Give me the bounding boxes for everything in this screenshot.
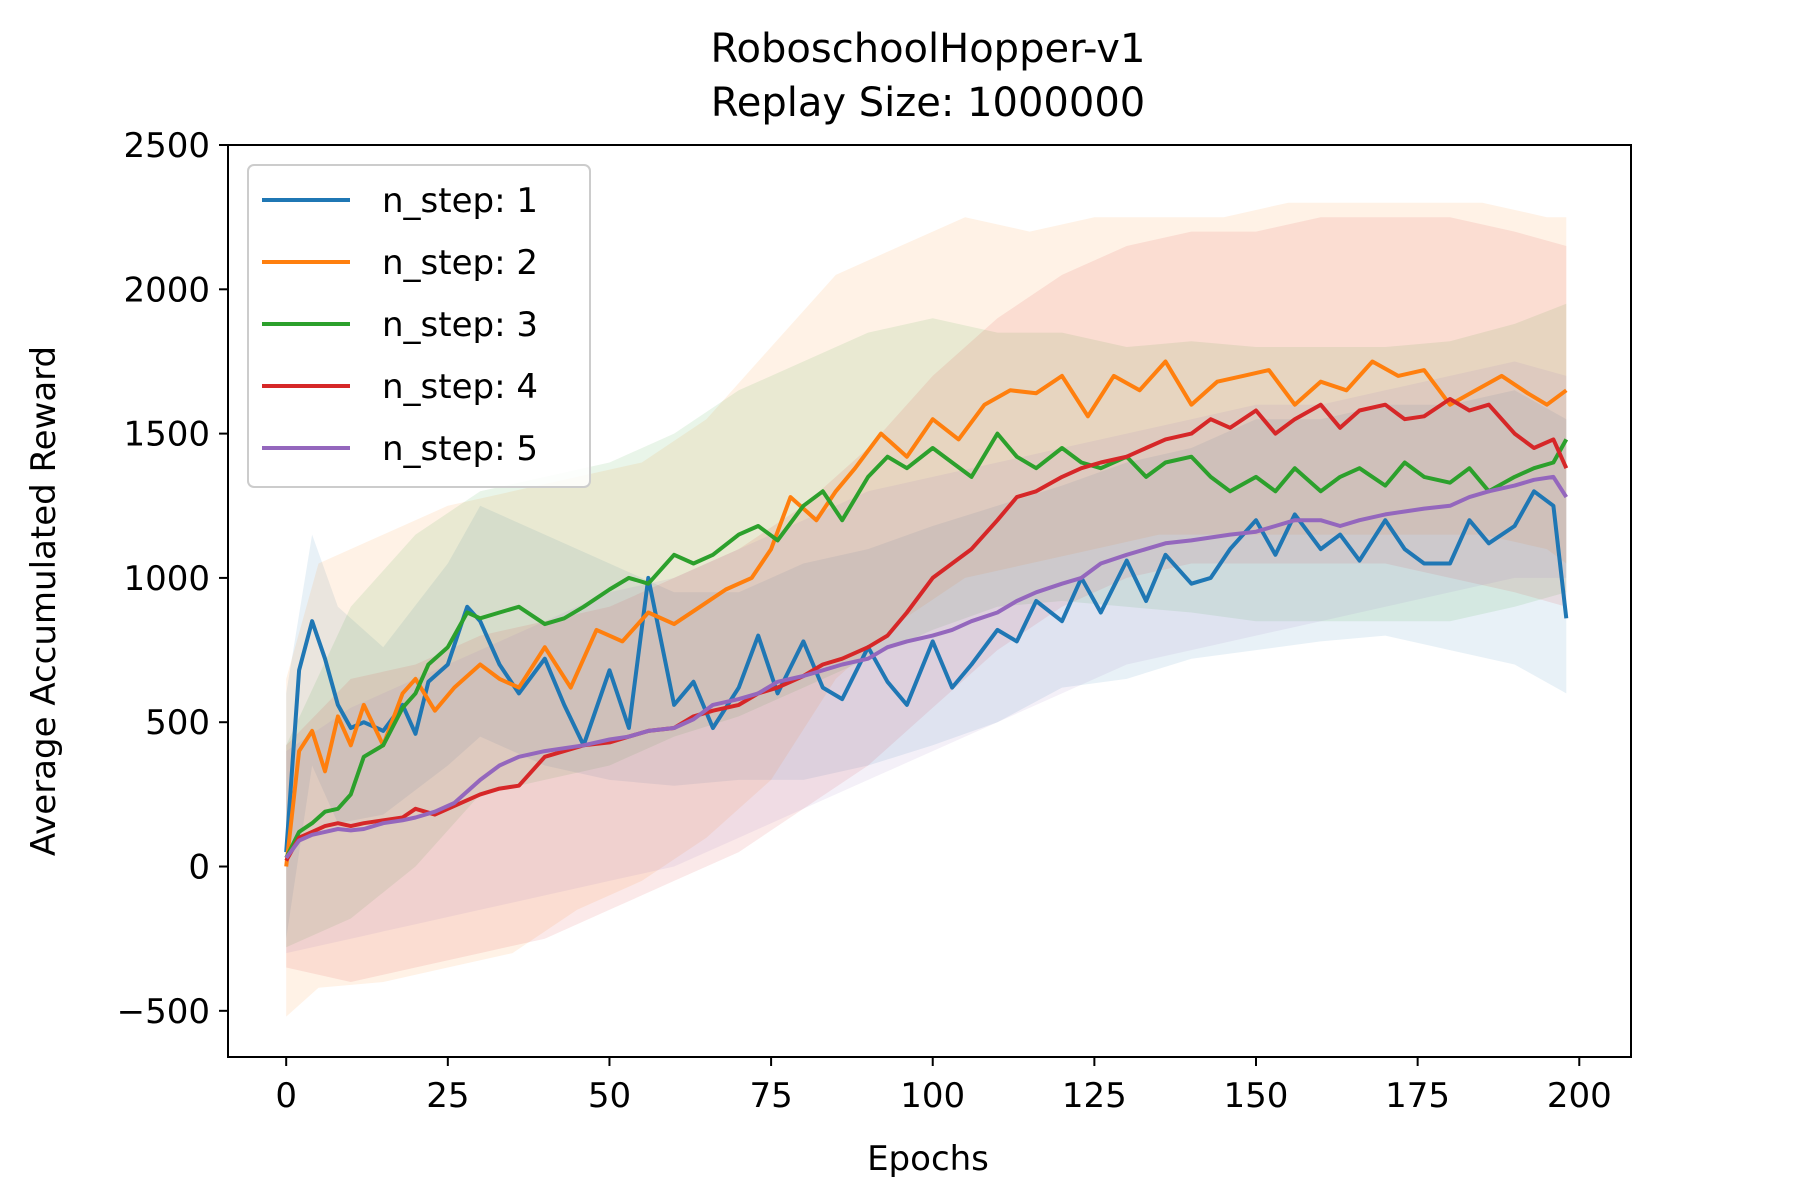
line-series-2 xyxy=(284,359,1568,867)
series-lines xyxy=(284,359,1569,867)
x-tick-label: 0 xyxy=(275,1076,297,1116)
x-tick-label: 125 xyxy=(1062,1076,1127,1116)
y-tick-label: 0 xyxy=(188,848,210,888)
y-tick-label: 1000 xyxy=(123,559,210,599)
legend-label-1: n_step: 1 xyxy=(382,181,538,221)
band-series-4 xyxy=(286,217,1567,982)
confidence-bands xyxy=(286,202,1567,1017)
x-tick-label: 150 xyxy=(1224,1076,1289,1116)
line-series-1 xyxy=(284,489,1569,853)
legend-box xyxy=(247,164,591,488)
y-axis-label: Average Accumulated Reward xyxy=(24,346,64,856)
line-series-5 xyxy=(284,474,1568,860)
y-axis-ticks: −500 0 500 1000 1500 2000 2500 xyxy=(117,126,228,1032)
chart-title: RoboschoolHopper-v1 xyxy=(711,26,1146,72)
x-tick-label: 100 xyxy=(900,1076,965,1116)
legend-label-3: n_step: 3 xyxy=(382,305,538,345)
x-axis-label: Epochs xyxy=(867,1139,989,1179)
y-tick-label: 2000 xyxy=(123,270,210,310)
x-tick-label: 75 xyxy=(749,1076,792,1116)
y-tick-label: 1500 xyxy=(123,415,210,455)
plot-frame xyxy=(227,144,1632,1058)
legend: n_step: 1 n_step: 2 n_step: 3 n_step: 4 n_st… xyxy=(247,164,591,488)
band-series-1 xyxy=(286,390,1567,939)
line-series-4 xyxy=(284,397,1569,862)
x-tick-label: 200 xyxy=(1547,1076,1612,1116)
band-series-3 xyxy=(286,303,1567,948)
chart-subtitle: Replay Size: 1000000 xyxy=(711,80,1145,126)
x-tick-label: 50 xyxy=(588,1076,631,1116)
y-tick-label: 500 xyxy=(145,703,210,743)
y-tick-label: −500 xyxy=(117,992,210,1032)
legend-label-4: n_step: 4 xyxy=(382,367,538,407)
x-axis-ticks: 0 25 50 75 100 125 150 175 200 xyxy=(275,1057,1612,1116)
y-tick-label: 2500 xyxy=(123,126,210,166)
legend-label-2: n_step: 2 xyxy=(382,243,538,283)
x-tick-label: 25 xyxy=(426,1076,469,1116)
band-series-2 xyxy=(286,202,1567,1017)
x-tick-label: 175 xyxy=(1385,1076,1450,1116)
line-series-3 xyxy=(284,431,1569,859)
legend-label-5: n_step: 5 xyxy=(382,429,538,469)
